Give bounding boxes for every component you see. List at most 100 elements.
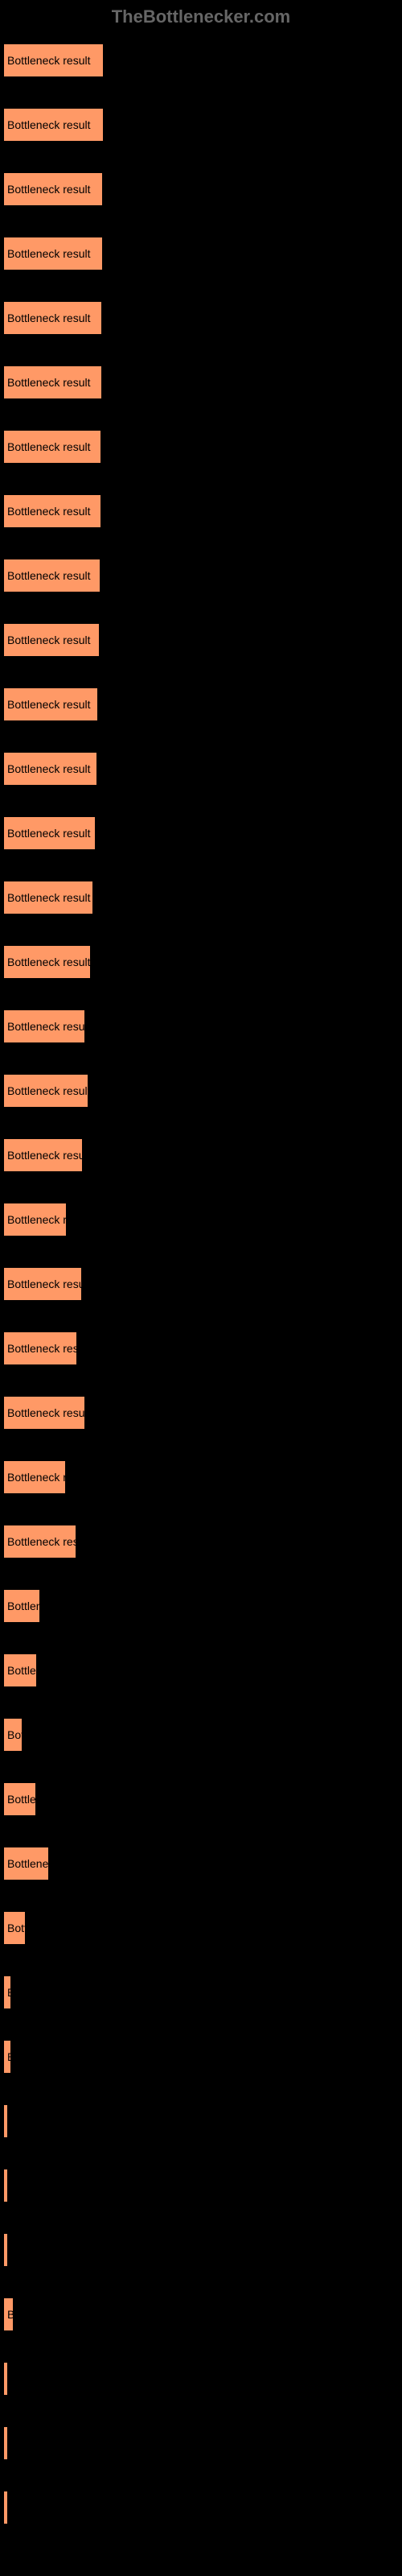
- chart-bar-label: Bottleneck result: [7, 698, 91, 711]
- chart-row: Bottleneck result: [3, 687, 402, 721]
- chart-bar: Bottleneck result: [3, 1718, 23, 1752]
- chart-row: Bottleneck result: [3, 2169, 402, 2202]
- chart-bar: Bottleneck result: [3, 2297, 14, 2331]
- chart-row: Bottleneck result: [3, 1267, 402, 1301]
- chart-row: Bottleneck result: [3, 1975, 402, 2009]
- chart-bar-label: Bottleneck result: [7, 2050, 10, 2063]
- chart-bar: Bottleneck result: [3, 1203, 67, 1236]
- chart-bar-label: Bottleneck result: [7, 1342, 76, 1355]
- chart-bar: Bottleneck result: [3, 430, 101, 464]
- chart-row: Bottleneck result: [3, 881, 402, 914]
- chart-bar: Bottleneck result: [3, 1460, 66, 1494]
- chart-bar-label: Bottleneck result: [7, 1986, 10, 1999]
- chart-bar-label: Bottleneck result: [7, 118, 91, 131]
- chart-bar: Bottleneck result: [3, 2426, 8, 2460]
- site-title: TheBottlenecker.com: [112, 6, 291, 27]
- chart-row: Bottleneck result: [3, 1138, 402, 1172]
- chart-bar: Bottleneck result: [3, 1975, 11, 2009]
- chart-row: Bottleneck result: [3, 1331, 402, 1365]
- chart-bar-label: Bottleneck result: [7, 1793, 35, 1806]
- chart-bar: Bottleneck result: [3, 2169, 8, 2202]
- chart-bar: Bottleneck result: [3, 43, 104, 77]
- chart-row: Bottleneck result: [3, 2297, 402, 2331]
- chart-bar: Bottleneck result: [3, 1267, 82, 1301]
- chart-bar: Bottleneck result: [3, 1653, 37, 1687]
- chart-row: Bottleneck result: [3, 752, 402, 786]
- chart-bar-label: Bottleneck result: [7, 1020, 84, 1033]
- chart-bar: Bottleneck result: [3, 1396, 85, 1430]
- chart-bar-label: Bottleneck result: [7, 1471, 65, 1484]
- chart-row: Bottleneck result: [3, 2426, 402, 2460]
- chart-bar-label: Bottleneck result: [7, 1084, 88, 1097]
- chart-bar-label: Bottleneck result: [7, 1922, 25, 1934]
- chart-row: Bottleneck result: [3, 559, 402, 592]
- chart-bar: Bottleneck result: [3, 2040, 11, 2074]
- chart-bar-label: Bottleneck result: [7, 956, 90, 968]
- chart-bar: Bottleneck result: [3, 623, 100, 657]
- chart-bar-label: Bottleneck result: [7, 1535, 76, 1548]
- chart-row: Bottleneck result: [3, 2040, 402, 2074]
- chart-bar: Bottleneck result: [3, 1138, 83, 1172]
- chart-row: Bottleneck result: [3, 1911, 402, 1945]
- chart-row: Bottleneck result: [3, 1847, 402, 1880]
- chart-bar-label: Bottleneck result: [7, 1406, 84, 1419]
- chart-bar: Bottleneck result: [3, 1009, 85, 1043]
- chart-row: Bottleneck result: [3, 945, 402, 979]
- chart-bar-label: Bottleneck result: [7, 247, 91, 260]
- chart-row: Bottleneck result: [3, 2233, 402, 2267]
- chart-bar: Bottleneck result: [3, 1589, 40, 1623]
- chart-bar-label: Bottleneck result: [7, 1149, 82, 1162]
- chart-row: Bottleneck result: [3, 623, 402, 657]
- chart-row: Bottleneck result: [3, 816, 402, 850]
- chart-row: Bottleneck result: [3, 365, 402, 399]
- chart-bar: Bottleneck result: [3, 237, 103, 270]
- chart-row: Bottleneck result: [3, 1203, 402, 1236]
- chart-bar-label: Bottleneck result: [7, 1600, 39, 1612]
- chart-bar: Bottleneck result: [3, 881, 93, 914]
- chart-row: Bottleneck result: [3, 2491, 402, 2524]
- chart-bar-label: Bottleneck result: [7, 1857, 48, 1870]
- chart-bar-label: Bottleneck result: [7, 569, 91, 582]
- chart-bar: Bottleneck result: [3, 816, 96, 850]
- chart-bar-label: Bottleneck result: [7, 440, 91, 453]
- chart-row: Bottleneck result: [3, 301, 402, 335]
- chart-bar: Bottleneck result: [3, 2233, 8, 2267]
- chart-row: Bottleneck result: [3, 108, 402, 142]
- bottleneck-bar-chart: Bottleneck result Bottleneck result Bottle…: [0, 43, 402, 2524]
- chart-bar-label: Bottleneck result: [7, 183, 91, 196]
- chart-bar: Bottleneck result: [3, 2362, 8, 2396]
- chart-row: Bottleneck result: [3, 1074, 402, 1108]
- chart-bar-label: Bottleneck result: [7, 1728, 22, 1741]
- chart-row: Bottleneck result: [3, 1009, 402, 1043]
- chart-row: Bottleneck result: [3, 2362, 402, 2396]
- chart-bar: Bottleneck result: [3, 1525, 76, 1558]
- chart-bar-label: Bottleneck result: [7, 2308, 13, 2321]
- chart-bar-label: Bottleneck result: [7, 827, 91, 840]
- chart-bar-label: Bottleneck result: [7, 891, 91, 904]
- chart-row: Bottleneck result: [3, 430, 402, 464]
- chart-bar: Bottleneck result: [3, 752, 97, 786]
- chart-bar-label: Bottleneck result: [7, 1278, 81, 1290]
- chart-bar: Bottleneck result: [3, 945, 91, 979]
- chart-bar: Bottleneck result: [3, 108, 104, 142]
- chart-bar-label: Bottleneck result: [7, 312, 91, 324]
- chart-bar: Bottleneck result: [3, 1782, 36, 1816]
- chart-bar: Bottleneck result: [3, 365, 102, 399]
- chart-bar-label: Bottleneck result: [7, 762, 91, 775]
- chart-row: Bottleneck result: [3, 1525, 402, 1558]
- chart-bar: Bottleneck result: [3, 1074, 88, 1108]
- chart-bar-label: Bottleneck result: [7, 1664, 36, 1677]
- chart-row: Bottleneck result: [3, 1718, 402, 1752]
- chart-bar: Bottleneck result: [3, 494, 101, 528]
- chart-row: Bottleneck result: [3, 1396, 402, 1430]
- chart-bar-label: Bottleneck result: [7, 634, 91, 646]
- chart-row: Bottleneck result: [3, 237, 402, 270]
- chart-row: Bottleneck result: [3, 43, 402, 77]
- chart-bar: Bottleneck result: [3, 1847, 49, 1880]
- chart-bar: Bottleneck result: [3, 559, 100, 592]
- chart-bar: Bottleneck result: [3, 172, 103, 206]
- chart-bar-label: Bottleneck result: [7, 1213, 66, 1226]
- chart-bar: Bottleneck result: [3, 687, 98, 721]
- chart-row: Bottleneck result: [3, 1653, 402, 1687]
- chart-bar-label: Bottleneck result: [7, 505, 91, 518]
